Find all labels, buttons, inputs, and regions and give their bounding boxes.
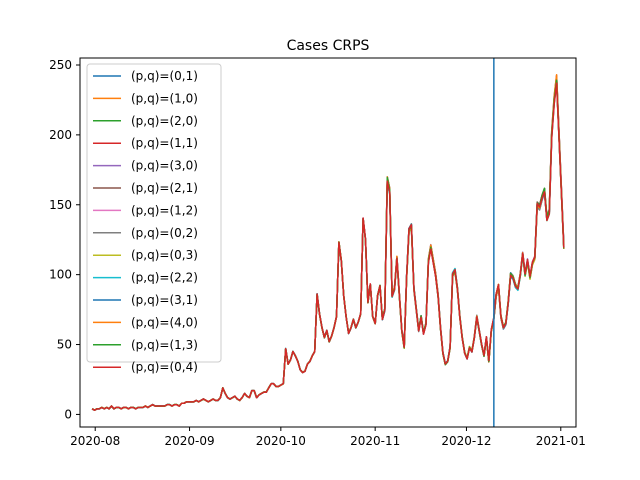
- y-tick-label: 0: [64, 407, 72, 421]
- legend-label: (p,q)=(1,3): [131, 338, 198, 352]
- x-tick-label: 2020-09: [164, 434, 214, 448]
- x-tick-label: 2020-11: [350, 434, 400, 448]
- y-axis: 0 50 100 150 200 250: [49, 58, 80, 421]
- chart-title: Cases CRPS: [287, 38, 370, 54]
- series-lines: [91, 73, 565, 412]
- x-tick-label: 2020-08: [70, 434, 120, 448]
- x-tick-label: 2020-12: [441, 434, 491, 448]
- legend-label: (p,q)=(4,0): [131, 315, 198, 329]
- legend-label: (p,q)=(0,2): [131, 226, 198, 240]
- legend-box: [86, 63, 222, 363]
- legend-label: (p,q)=(0,4): [131, 360, 198, 374]
- plot-frame: [79, 57, 577, 428]
- y-tick-label: 150: [49, 198, 72, 212]
- legend-label: (p,q)=(2,1): [131, 181, 198, 195]
- legend-label: (p,q)=(2,0): [131, 114, 198, 128]
- y-tick-label: 100: [49, 268, 72, 282]
- legend-label: (p,q)=(1,0): [131, 91, 198, 105]
- y-tick-label: 250: [49, 58, 72, 72]
- legend: (p,q)=(0,1) (p,q)=(1,0) (p,q)=(2,0) (p,q)=(…: [86, 63, 222, 374]
- x-tick-label: 2021-01: [536, 434, 586, 448]
- legend-label: (p,q)=(3,1): [131, 293, 198, 307]
- legend-label: (p,q)=(1,2): [131, 203, 198, 217]
- x-tick-label: 2020-10: [256, 434, 306, 448]
- x-axis: 2020-08 2020-09 2020-10 2020-11 2020-12 2021-…: [70, 427, 586, 448]
- legend-label: (p,q)=(0,3): [131, 248, 198, 262]
- y-tick-label: 50: [57, 338, 72, 352]
- legend-label: (p,q)=(3,0): [131, 159, 198, 173]
- legend-label: (p,q)=(1,1): [131, 136, 198, 150]
- series-line: [91, 82, 565, 411]
- legend-label: (p,q)=(2,2): [131, 271, 198, 285]
- y-tick-label: 200: [49, 128, 72, 142]
- legend-label: (p,q)=(0,1): [131, 69, 198, 83]
